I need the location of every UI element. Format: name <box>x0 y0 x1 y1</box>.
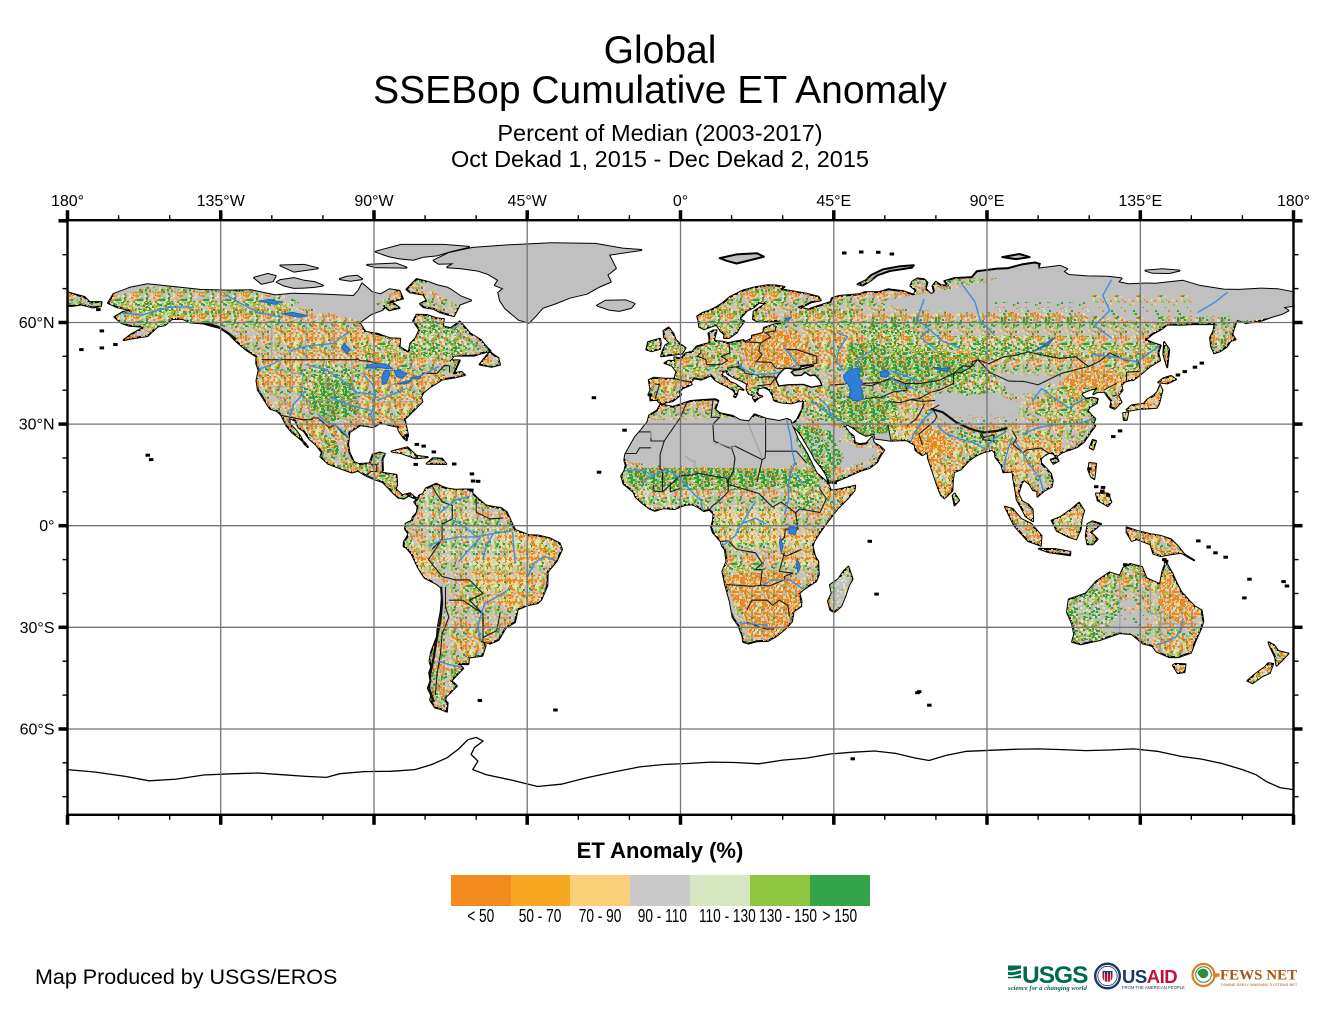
svg-text:30°S: 30°S <box>20 620 55 637</box>
svg-text:45°W: 45°W <box>508 193 548 210</box>
svg-text:USGS: USGS <box>1022 962 1088 989</box>
svg-text:45°E: 45°E <box>816 193 851 210</box>
svg-text:90°E: 90°E <box>970 193 1005 210</box>
svg-text:0°: 0° <box>673 193 688 210</box>
svg-text:FROM THE AMERICAN PEOPLE: FROM THE AMERICAN PEOPLE <box>1122 985 1185 990</box>
svg-text:USAID: USAID <box>1122 966 1177 987</box>
svg-text:135°W: 135°W <box>197 193 246 210</box>
svg-text:180°: 180° <box>1277 193 1310 210</box>
svg-text:FEWS NET: FEWS NET <box>1220 968 1297 984</box>
svg-text:FAMINE EARLY WARNING SYSTEMS N: FAMINE EARLY WARNING SYSTEMS NETWORK <box>1221 982 1297 987</box>
svg-text:science for a changing world: science for a changing world <box>1007 985 1087 992</box>
svg-text:135°E: 135°E <box>1118 193 1162 210</box>
svg-text:60°S: 60°S <box>20 722 55 739</box>
svg-text:0°: 0° <box>39 518 54 535</box>
svg-text:30°N: 30°N <box>19 417 55 434</box>
svg-text:180°: 180° <box>51 193 84 210</box>
svg-text:90°W: 90°W <box>354 193 394 210</box>
svg-text:60°N: 60°N <box>19 315 55 332</box>
